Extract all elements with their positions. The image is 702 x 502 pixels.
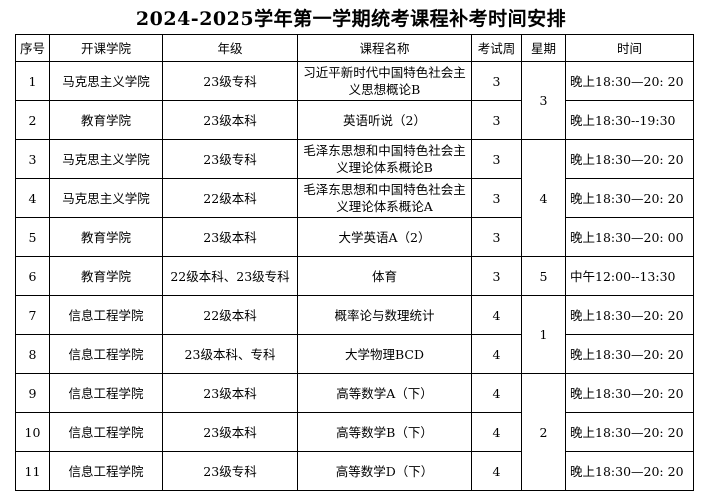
cell-grade: 22级本科 [162, 178, 298, 218]
cell-no: 11 [15, 451, 50, 491]
cell-grade: 23级专科 [162, 139, 298, 179]
cell-course: 英语听说（2） [297, 100, 472, 140]
cell-college: 信息工程学院 [49, 412, 163, 452]
cell-no: 9 [15, 373, 50, 413]
cell-time: 晚上18:30—20: 20 [565, 334, 694, 374]
cell-time: 中午12:00--13:30 [565, 256, 694, 296]
table-row: 8 信息工程学院 23级本科、专科 大学物理BCD 4 晚上18:30—20: 20 [15, 334, 694, 374]
table-row: 2 教育学院 23级本科 英语听说（2） 3 晚上18:30--19:30 [15, 100, 694, 140]
cell-college: 信息工程学院 [49, 334, 163, 374]
table-row: 6 教育学院 22级本科、23级专科 体育 3 5 中午12:00--13:30 [15, 256, 694, 296]
cell-weekday: 2 [521, 373, 566, 491]
cell-time: 晚上18:30—20: 20 [565, 412, 694, 452]
cell-weekday: 5 [521, 256, 566, 296]
cell-time: 晚上18:30—20: 00 [565, 217, 694, 257]
cell-course: 高等数学A（下） [297, 373, 472, 413]
cell-no: 8 [15, 334, 50, 374]
cell-weekday: 4 [521, 139, 566, 257]
cell-grade: 23级本科 [162, 373, 298, 413]
cell-college: 教育学院 [49, 256, 163, 296]
header-college: 开课学院 [49, 34, 163, 62]
cell-exam-week: 4 [471, 412, 522, 452]
cell-time: 晚上18:30—20: 20 [565, 178, 694, 218]
cell-no: 5 [15, 217, 50, 257]
cell-time: 晚上18:30—20: 20 [565, 139, 694, 179]
table-row: 11 信息工程学院 23级专科 高等数学D（下） 4 晚上18:30—20: 20 [15, 451, 694, 491]
cell-exam-week: 3 [471, 256, 522, 296]
header-week: 考试周 [471, 34, 522, 62]
cell-grade: 23级专科 [162, 61, 298, 101]
cell-no: 4 [15, 178, 50, 218]
cell-course: 大学英语A（2） [297, 217, 472, 257]
table-row: 4 马克思主义学院 22级本科 毛泽东思想和中国特色社会主义理论体系概论A 3 晚上18:… [15, 178, 694, 218]
cell-no: 10 [15, 412, 50, 452]
cell-college: 信息工程学院 [49, 451, 163, 491]
cell-exam-week: 3 [471, 217, 522, 257]
cell-college: 马克思主义学院 [49, 178, 163, 218]
cell-exam-week: 3 [471, 178, 522, 218]
cell-exam-week: 4 [471, 334, 522, 374]
cell-college: 信息工程学院 [49, 373, 163, 413]
cell-course: 高等数学B（下） [297, 412, 472, 452]
cell-time: 晚上18:30--19:30 [565, 100, 694, 140]
cell-grade: 23级本科 [162, 412, 298, 452]
cell-time: 晚上18:30—20: 20 [565, 373, 694, 413]
cell-exam-week: 3 [471, 100, 522, 140]
cell-weekday: 3 [521, 61, 566, 140]
table-row: 1 马克思主义学院 23级专科 习近平新时代中国特色社会主义思想概论B 3 3 晚上18:3… [15, 61, 694, 140]
cell-exam-week: 4 [471, 373, 522, 413]
cell-course: 毛泽东思想和中国特色社会主义理论体系概论A [297, 178, 472, 218]
cell-no: 1 [15, 61, 50, 101]
cell-course: 习近平新时代中国特色社会主义思想概论B [297, 61, 472, 101]
cell-grade: 22级本科 [162, 295, 298, 335]
cell-grade: 23级本科 [162, 100, 298, 140]
cell-grade: 23级本科 [162, 217, 298, 257]
cell-exam-week: 3 [471, 61, 522, 101]
header-no: 序号 [15, 34, 50, 62]
cell-college: 马克思主义学院 [49, 61, 163, 101]
cell-exam-week: 4 [471, 295, 522, 335]
header-course: 课程名称 [297, 34, 472, 62]
cell-course: 毛泽东思想和中国特色社会主义理论体系概论B [297, 139, 472, 179]
page-title: 2024-2025学年第一学期统考课程补考时间安排 [135, 8, 567, 30]
cell-course: 体育 [297, 256, 472, 296]
cell-grade: 23级本科、专科 [162, 334, 298, 374]
cell-exam-week: 4 [471, 451, 522, 491]
exam-schedule-table: 序号 开课学院 年级 课程名称 考试周 星期 时间 1 马克思主义学院 23级专科习… [15, 34, 694, 491]
cell-time: 晚上18:30—20: 20 [565, 295, 694, 335]
cell-no: 3 [15, 139, 50, 179]
table-row: 3 马克思主义学院 23级专科 毛泽东思想和中国特色社会主义理论体系概论B 3 4 晚上18… [15, 139, 694, 257]
cell-time: 晚上18:30—20: 20 [565, 61, 694, 101]
header-row: 序号 开课学院 年级 课程名称 考试周 星期 时间 [15, 34, 694, 62]
cell-time: 晚上18:30—20: 20 [565, 451, 694, 491]
cell-college: 信息工程学院 [49, 295, 163, 335]
table-row: 5 教育学院 23级本科 大学英语A（2） 3 晚上18:30—20: 00 [15, 217, 694, 257]
cell-course: 高等数学D（下） [297, 451, 472, 491]
cell-course: 概率论与数理统计 [297, 295, 472, 335]
cell-grade: 23级专科 [162, 451, 298, 491]
cell-no: 7 [15, 295, 50, 335]
cell-weekday: 1 [521, 295, 566, 374]
header-weekday: 星期 [521, 34, 566, 62]
cell-college: 马克思主义学院 [49, 139, 163, 179]
table-row: 9 信息工程学院 23级本科 高等数学A（下） 4 2 晚上18:30—20: 20 [15, 373, 694, 491]
cell-no: 2 [15, 100, 50, 140]
header-grade: 年级 [162, 34, 298, 62]
table-row: 10 信息工程学院 23级本科 高等数学B（下） 4 晚上18:30—20: 20 [15, 412, 694, 452]
cell-exam-week: 3 [471, 139, 522, 179]
table-body: 1 马克思主义学院 23级专科 习近平新时代中国特色社会主义思想概论B 3 3 晚上18:3… [15, 61, 694, 491]
table-row: 7 信息工程学院 22级本科 概率论与数理统计 4 1 晚上18:30—20: 20 [15, 295, 694, 374]
cell-college: 教育学院 [49, 100, 163, 140]
header-time: 时间 [565, 34, 694, 62]
cell-grade: 22级本科、23级专科 [162, 256, 298, 296]
cell-course: 大学物理BCD [297, 334, 472, 374]
cell-college: 教育学院 [49, 217, 163, 257]
cell-no: 6 [15, 256, 50, 296]
